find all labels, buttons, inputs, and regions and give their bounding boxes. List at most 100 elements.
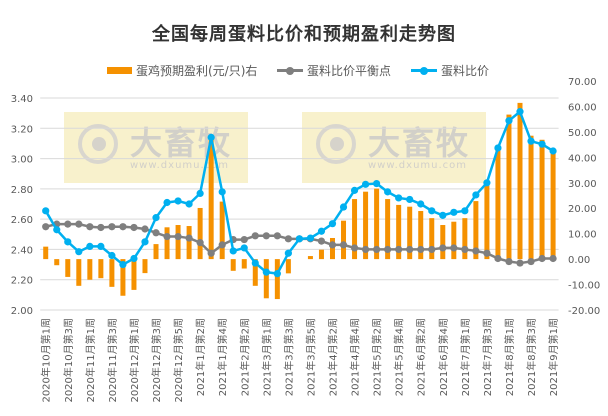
right-axis-tick-label: -10.00 (568, 281, 600, 292)
left-axis-tick-label: 2.80 (11, 185, 33, 196)
right-axis-tick-label: 70.00 (568, 77, 597, 88)
ratio-point (527, 137, 535, 145)
breakeven-point (417, 245, 425, 254)
ratio-point (505, 117, 513, 125)
profit-bar (120, 259, 126, 296)
breakeven-point (328, 241, 337, 249)
breakeven-point (384, 245, 392, 254)
legend-item-ratio: 蛋料比价 (411, 62, 489, 79)
breakeven-point (262, 232, 270, 240)
ratio-point (240, 244, 248, 252)
ratio-point (218, 188, 226, 196)
profit-bar (363, 191, 369, 260)
profit-bar (374, 188, 380, 260)
legend-swatch-line (411, 66, 437, 75)
x-axis-tick-label: 2021年5月第4周 (393, 318, 406, 396)
ratio-point (384, 188, 392, 196)
x-axis-tick-label: 2021年7月第1周 (459, 318, 472, 396)
ratio-point (361, 180, 370, 188)
breakeven-point (339, 241, 348, 249)
ratio-point (461, 207, 469, 215)
breakeven-point (317, 237, 326, 245)
ratio-point (108, 251, 116, 260)
x-axis-tick-label: 2021年8月第3周 (525, 318, 538, 396)
breakeven-point (428, 245, 436, 254)
profit-bar (197, 207, 203, 260)
legend-label: 蛋料比价 (441, 64, 490, 78)
profit-bar (318, 249, 324, 260)
profit-bar (484, 185, 490, 260)
x-axis-tick-label: 2021年7月第3周 (481, 318, 494, 396)
breakeven-point (64, 220, 72, 228)
legend-item-profit: 蛋鸡预期盈利(元/只)右 (107, 62, 257, 79)
x-axis-tick-label: 2020年12月第5周 (172, 318, 185, 403)
ratio-point (174, 197, 182, 205)
ratio-point (42, 207, 50, 215)
right-axis-tick-label: 30.00 (568, 179, 597, 190)
ratio-point (483, 179, 491, 187)
breakeven-point (284, 235, 292, 243)
x-axis-tick-label: 2020年10月第1周 (40, 318, 53, 403)
breakeven-point (163, 232, 171, 241)
breakeven-point (240, 235, 248, 244)
breakeven-point (483, 249, 491, 257)
ratio-point (350, 186, 359, 194)
x-axis-tick-label: 2021年5月第2周 (371, 318, 384, 396)
breakeven-point (97, 223, 105, 232)
ratio-point (450, 208, 458, 216)
ratio-point (317, 227, 326, 235)
legend-label: 蛋鸡预期盈利(元/只)右 (136, 64, 258, 78)
profit-bar (175, 225, 181, 260)
ratio-point (119, 260, 127, 269)
ratio-point (439, 211, 447, 219)
ratio-point (141, 238, 149, 246)
x-axis-tick-label: 2020年10月第3周 (62, 318, 75, 403)
breakeven-point (461, 245, 469, 254)
breakeven-point (472, 247, 480, 255)
right-axis-tick-label: 50.00 (568, 128, 597, 139)
profit-bar (473, 201, 479, 260)
right-axis-tick-label: 40.00 (568, 153, 597, 164)
ratio-point (373, 179, 381, 188)
ratio-point (284, 249, 292, 257)
right-axis-tick-label: -20.00 (568, 306, 600, 317)
profit-bar (396, 204, 402, 260)
left-axis-tick-label: 2.60 (11, 215, 33, 226)
x-axis-tick-label: 2021年6月第2周 (415, 318, 428, 396)
profit-bar (186, 226, 192, 260)
left-axis-tick-label: 2.00 (11, 306, 33, 317)
breakeven-point (86, 223, 94, 231)
profit-bar (285, 259, 291, 274)
x-axis-tick-label: 2021年3月第5周 (304, 318, 317, 396)
ratio-point (163, 198, 171, 207)
profit-bar (109, 259, 115, 287)
ratio-point (97, 242, 105, 250)
breakeven-point (42, 223, 50, 231)
ratio-point (295, 235, 303, 243)
profit-bar (164, 227, 170, 260)
x-axis-tick-label: 2021年6月第4周 (437, 318, 450, 396)
ratio-point (152, 214, 160, 222)
profit-bar (550, 150, 556, 260)
right-axis-tick-label: 0.00 (568, 255, 590, 266)
profit-bar (153, 244, 159, 260)
legend-label: 蛋料比价平衡点 (307, 64, 392, 78)
profit-bar (517, 102, 523, 260)
profit-bar (54, 259, 60, 266)
profit-bar (252, 259, 258, 286)
x-axis-tick-label: 2020年11月第1周 (84, 318, 97, 403)
watermark-logo: 大畜牧 www.dxumu.com (302, 112, 486, 183)
breakeven-point (538, 254, 546, 263)
chart-title: 全国每周蛋料比价和预期盈利走势图 (152, 24, 456, 45)
profit-bar (76, 259, 82, 286)
legend-swatch-bar (107, 67, 132, 74)
breakeven-point (108, 223, 116, 231)
breakeven-point (174, 232, 182, 241)
profit-bar (407, 206, 413, 260)
breakeven-point (549, 254, 557, 263)
profit-bar (329, 237, 335, 260)
breakeven-point (251, 232, 259, 240)
ratio-point (251, 259, 259, 267)
breakeven-point (350, 244, 359, 252)
